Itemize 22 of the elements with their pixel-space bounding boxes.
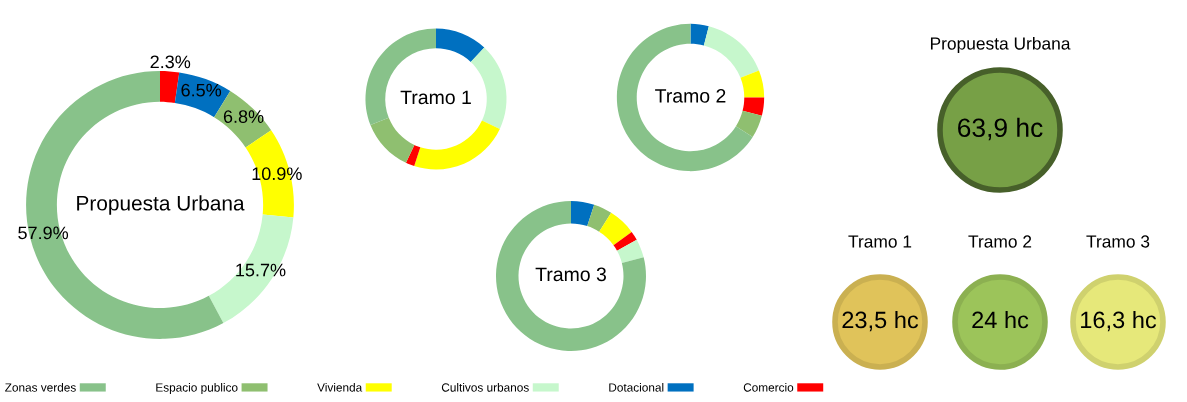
data-label: 23,5 hc [842, 311, 919, 332]
text: Tramo 2 [655, 88, 726, 103]
data-label: 2.3% [150, 55, 191, 69]
data-label: 15.7% [236, 263, 286, 277]
data-label: 6.5% [181, 83, 222, 97]
category-label: Vivienda [317, 383, 363, 392]
category-label: Tramo 1 [848, 235, 912, 248]
text: Tramo 3 [535, 267, 606, 282]
category-label: Tramo 2 [968, 235, 1032, 248]
category-label: Cultivos urbanos [441, 383, 529, 392]
category-label: Tramo 3 [1086, 235, 1150, 248]
data-label: 16,3 hc [1081, 311, 1157, 332]
category-label: Propuesta Urbana [930, 36, 1071, 54]
category-label: Comercio [743, 383, 794, 392]
text: Tramo 1 [400, 90, 471, 105]
data-label: 24 hc [972, 311, 1029, 329]
data-label: 6.8% [223, 110, 264, 123]
category-label: Dotacional [609, 383, 664, 392]
text: Propuesta Urbana [77, 195, 245, 215]
category-label: Zonas verdes [5, 383, 76, 392]
data-label: 63,9 hc [958, 117, 1043, 141]
category-label: Espacio publico [156, 383, 238, 394]
